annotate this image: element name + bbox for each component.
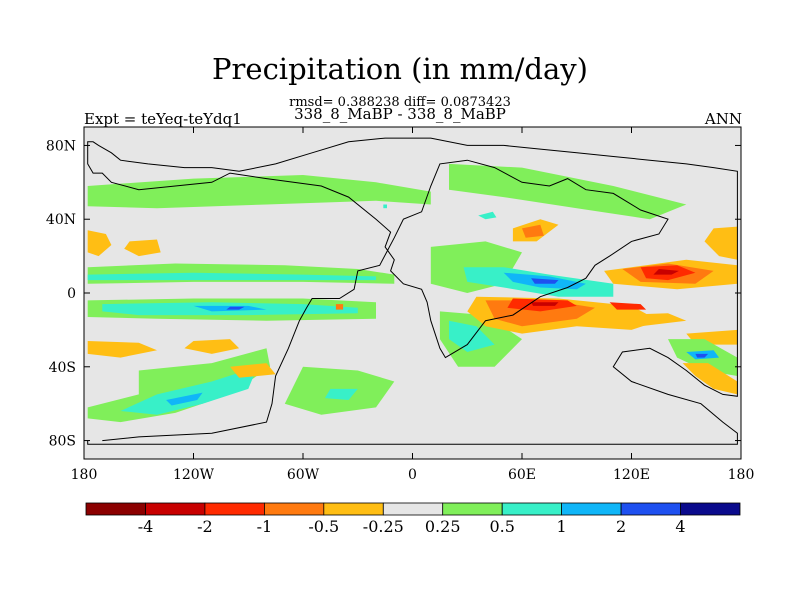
- colorbar-swatch-0: [85, 502, 146, 516]
- anomaly-region-26: [531, 278, 559, 284]
- colorbar-swatch-4: [323, 502, 384, 516]
- x-tick-label-6: 180: [728, 467, 755, 483]
- anomaly-region-10: [166, 392, 203, 406]
- colorbar-swatch-2: [204, 502, 265, 516]
- anomaly-region-9: [120, 366, 258, 415]
- colorbar-label-1: -2: [197, 517, 213, 536]
- colorbar-label-6: 0.5: [489, 517, 514, 536]
- anomaly-region-17: [230, 363, 276, 378]
- anomaly-region-7: [383, 204, 387, 209]
- x-tick-label-1: 120W: [173, 467, 215, 483]
- anomaly-region-43: [335, 304, 344, 310]
- colorbar-swatch-1: [145, 502, 206, 516]
- anomaly-region-38: [613, 313, 687, 327]
- x-tick-label-0: 180: [71, 467, 98, 483]
- colorbar-swatch-10: [680, 502, 741, 516]
- y-tick-label-2: 0: [67, 286, 76, 302]
- continent-outline-0: [87, 137, 738, 445]
- y-tick-label-0: 80N: [46, 138, 76, 154]
- y-tick-label-4: 80S: [49, 434, 76, 450]
- anomaly-region-13: [87, 230, 112, 257]
- anomaly-region-15: [87, 341, 157, 358]
- anomaly-region-42: [682, 363, 738, 395]
- anomaly-region-22: [449, 163, 687, 220]
- anomaly-region-44: [478, 211, 497, 220]
- anomaly-region-18: [704, 226, 738, 260]
- continent-outlines: [87, 137, 738, 445]
- colorbar-label-4: -0.25: [363, 517, 404, 536]
- experiment-label: Expt = teYeq-teYdq1: [84, 110, 242, 128]
- x-tick-label-3: 0: [408, 467, 417, 483]
- y-tick-label-3: 40S: [49, 360, 76, 376]
- colorbar-label-2: -1: [257, 517, 273, 536]
- anomaly-region-30: [653, 269, 679, 275]
- anomaly-region-8: [87, 348, 271, 423]
- colorbar-swatch-6: [442, 502, 503, 516]
- anomaly-region-1: [87, 272, 376, 281]
- colorbar-swatch-9: [620, 502, 681, 516]
- x-tick-label-4: 60E: [508, 467, 536, 483]
- anomaly-region-6: [87, 175, 431, 209]
- season-label: ANN: [704, 110, 742, 128]
- anomaly-region-16: [184, 339, 240, 354]
- anomaly-region-41: [695, 353, 709, 358]
- stats-line: rmsd= 0.388238 diff= 0.0873423: [289, 95, 511, 110]
- colorbar-swatch-5: [382, 502, 444, 516]
- colorbar-label-0: -4: [138, 517, 154, 536]
- colorbar-swatch-7: [501, 502, 563, 516]
- x-tick-label-5: 120E: [613, 467, 650, 483]
- y-axis: 80N 40N 0 40S 80S: [46, 138, 741, 450]
- x-axis: 180 120W 60W 0 60E 120E 180: [71, 127, 755, 483]
- colorbar-label-5: 0.25: [425, 517, 461, 536]
- anomaly-region-12: [324, 388, 358, 400]
- chart-subtitle: 338_8_MaBP - 338_8_MaBP: [294, 105, 506, 123]
- y-tick-label-1: 40N: [46, 212, 76, 228]
- colorbar-label-9: 4: [675, 517, 685, 536]
- colorbar-label-3: -0.5: [308, 517, 339, 536]
- chart-title: Precipitation (in mm/day): [212, 52, 588, 86]
- anomaly-region-32: [449, 320, 495, 352]
- colorbar-label-8: 2: [616, 517, 626, 536]
- anomaly-region-21: [522, 224, 544, 238]
- x-tick-label-2: 60W: [287, 467, 320, 483]
- colorbar: -4 -2 -1 -0.5 -0.25 0.25 0.5 1 2 4: [85, 502, 741, 536]
- anomaly-region-36: [531, 302, 559, 306]
- anomaly-region-37: [609, 302, 647, 310]
- anomaly-region-14: [124, 239, 161, 257]
- colorbar-label-7: 1: [557, 517, 567, 536]
- anomaly-regions: [87, 163, 738, 423]
- colorbar-swatch-8: [561, 502, 622, 516]
- anomaly-region-5: [226, 306, 245, 310]
- colorbar-swatch-3: [263, 502, 325, 516]
